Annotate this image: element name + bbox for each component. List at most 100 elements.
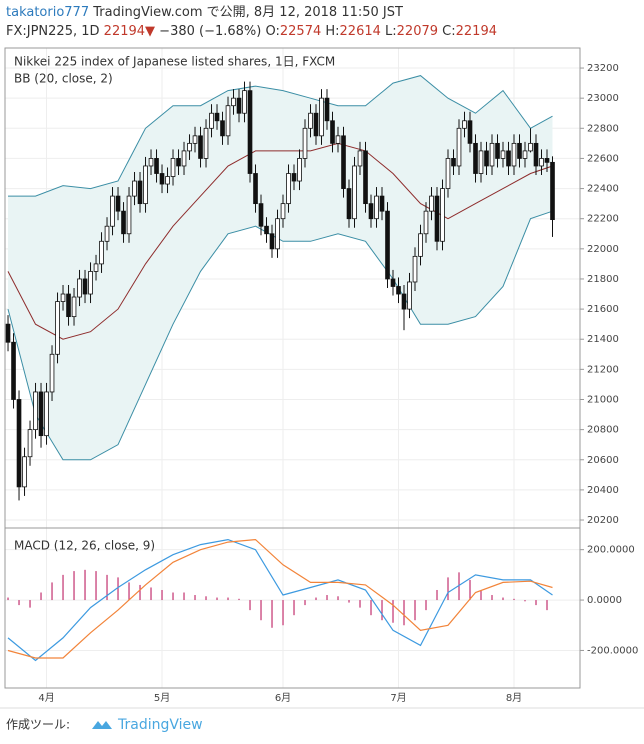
y-tick-label: 21400	[587, 334, 619, 345]
candle-body	[11, 341, 16, 400]
macd-frame	[4, 527, 581, 689]
y-tick-label: 20200	[587, 515, 619, 526]
candle-body	[170, 158, 176, 177]
candle-body	[368, 203, 374, 220]
candle-body	[165, 176, 170, 185]
candle-body	[396, 286, 401, 295]
y-tick-label: 21200	[587, 364, 619, 375]
candle-body	[242, 90, 247, 114]
candle-body	[489, 142, 495, 167]
candle-body	[341, 135, 346, 189]
candle-body	[352, 165, 357, 220]
candle-body	[132, 180, 137, 197]
candle-body	[275, 218, 280, 250]
band-line	[8, 75, 553, 197]
candle-body	[110, 195, 115, 227]
candle-body	[264, 225, 269, 235]
tv-logo[interactable]	[92, 721, 112, 729]
candle-body	[495, 142, 500, 159]
y-tick-label: 20800	[587, 425, 619, 436]
y-tick-label: -200.0000	[587, 645, 638, 656]
candle-body	[418, 233, 423, 257]
candle-body	[462, 120, 467, 129]
candle-body	[522, 150, 528, 159]
candle-body	[330, 120, 335, 144]
candle-body	[357, 150, 363, 167]
candle-body	[286, 173, 291, 205]
candle-body	[104, 225, 110, 242]
ohlc-label: L:	[385, 24, 397, 39]
candle-body	[214, 112, 220, 122]
candle-body	[517, 142, 522, 159]
symbol: FX:JPN225, 1D	[6, 24, 100, 39]
x-tick-label: 5月	[154, 692, 170, 704]
candle-body	[66, 293, 71, 318]
candle-body	[231, 97, 236, 107]
band-line	[7, 142, 553, 340]
candle-body	[38, 391, 44, 437]
candle-body	[291, 173, 297, 182]
y-tick-label: 22600	[587, 153, 619, 164]
candle-body	[280, 203, 286, 220]
candle-body	[533, 142, 539, 167]
candle-body	[121, 210, 126, 235]
candle-body	[434, 195, 440, 242]
candle-body	[60, 293, 66, 302]
y-tick-label: 22200	[587, 214, 619, 225]
candle-body	[484, 150, 489, 167]
candle-body	[385, 210, 390, 280]
candle-body	[49, 353, 55, 393]
x-tick-label: 4月	[38, 692, 54, 704]
candle-body	[363, 150, 368, 205]
y-tick-label: 23200	[587, 63, 619, 74]
candle-body	[308, 112, 313, 129]
candle-body	[82, 278, 88, 295]
candle-body	[247, 90, 253, 174]
y-tick-label: 22000	[587, 244, 619, 255]
candle-body	[506, 150, 511, 167]
candle-body	[412, 255, 418, 283]
logo-icon[interactable]	[92, 721, 112, 729]
plot-area	[5, 48, 580, 688]
macd-line	[7, 538, 553, 659]
macd-line	[7, 538, 553, 662]
y-tick-label: 21600	[587, 304, 619, 315]
x-tick-label: 7月	[390, 692, 406, 704]
ohlc-value: 22079	[397, 24, 438, 39]
candle-body	[159, 173, 165, 185]
candle-body	[550, 161, 555, 221]
candle-body	[511, 142, 517, 167]
footer-brand[interactable]: TradingView	[117, 717, 203, 733]
y-tick-label: 21000	[587, 394, 619, 405]
candle-body	[390, 278, 396, 287]
last-price: 22194	[104, 24, 145, 39]
candle-body	[269, 233, 275, 250]
candle-body	[71, 296, 77, 318]
candle-body	[44, 391, 49, 437]
candle-body	[88, 271, 93, 295]
chart-title: Nikkei 225 index of Japanese listed shar…	[14, 55, 335, 69]
candle-body	[5, 323, 11, 343]
indicator-label: BB (20, close, 2)	[14, 72, 113, 86]
candle-body	[374, 195, 379, 220]
candle-body	[181, 150, 187, 167]
candle-body	[176, 158, 181, 167]
candle-body	[126, 195, 132, 235]
candle-body	[220, 120, 225, 137]
candle-body	[192, 135, 198, 144]
candle-body	[500, 150, 506, 159]
candle-body	[148, 158, 154, 167]
publisher[interactable]: takatorio777	[6, 5, 89, 20]
ohlc-label: H:	[325, 24, 339, 39]
candle-body	[324, 97, 330, 122]
change: −380 (−1.68%)	[159, 24, 261, 39]
candle-body	[478, 150, 484, 174]
candle-body	[27, 429, 33, 458]
header-line2: FX:JPN225, 1D 22194▼ −380 (−1.68%) O:225…	[6, 24, 497, 39]
candle-body	[258, 203, 264, 227]
candle-body	[440, 188, 445, 242]
candle-body	[115, 195, 121, 212]
candle-body	[203, 127, 209, 159]
candle-body	[313, 112, 319, 137]
